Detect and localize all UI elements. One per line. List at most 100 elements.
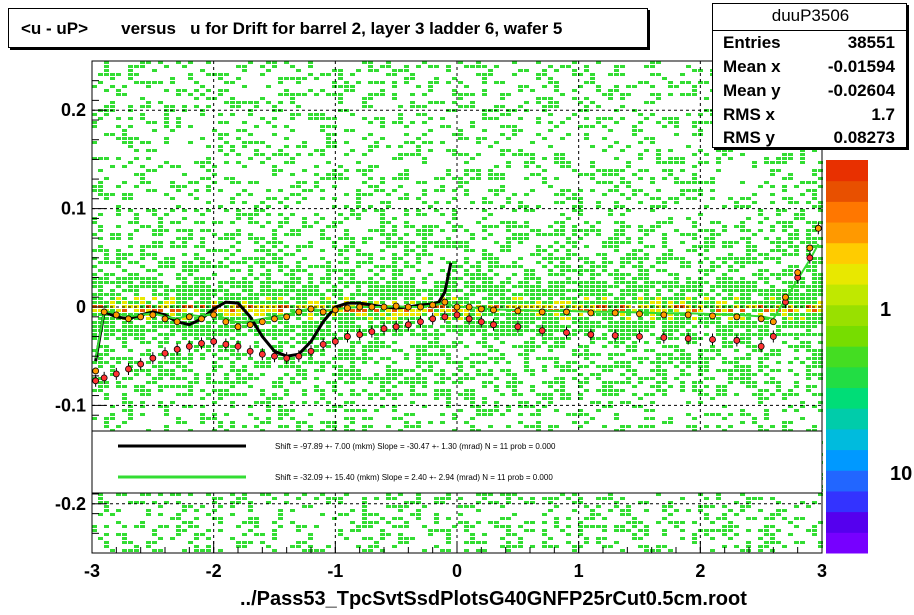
heatmap-cell xyxy=(116,93,121,96)
heatmap-cell xyxy=(608,317,613,320)
heatmap-cell xyxy=(272,253,277,256)
heatmap-cell xyxy=(140,97,145,100)
heatmap-cell xyxy=(530,229,535,232)
heatmap-cell xyxy=(182,333,187,336)
heatmap-cell xyxy=(416,361,421,364)
heatmap-cell xyxy=(392,69,397,72)
heatmap-cell xyxy=(398,309,403,312)
heatmap-cell xyxy=(566,393,571,396)
heatmap-cell xyxy=(146,393,151,396)
heatmap-cell xyxy=(296,529,301,532)
heatmap-cell xyxy=(134,65,139,68)
heatmap-cell xyxy=(170,333,175,336)
heatmap-cell xyxy=(218,529,223,532)
heatmap-cell xyxy=(116,337,121,340)
heatmap-cell xyxy=(536,325,541,328)
heatmap-cell xyxy=(668,309,673,312)
heatmap-cell xyxy=(674,273,679,276)
heatmap-cell xyxy=(422,525,427,528)
heatmap-cell xyxy=(422,249,427,252)
heatmap-cell xyxy=(704,533,709,536)
heatmap-cell xyxy=(662,317,667,320)
heatmap-cell xyxy=(536,277,541,280)
heatmap-cell xyxy=(596,121,601,124)
heatmap-cell xyxy=(170,181,175,184)
heatmap-cell xyxy=(524,317,529,320)
heatmap-cell xyxy=(128,313,133,316)
heatmap-cell xyxy=(518,329,523,332)
heatmap-cell xyxy=(116,185,121,188)
heatmap-cell xyxy=(254,221,259,224)
heatmap-cell xyxy=(578,301,583,304)
heatmap-cell xyxy=(122,93,127,96)
heatmap-cell xyxy=(284,293,289,296)
heatmap-cell xyxy=(248,141,253,144)
heatmap-cell xyxy=(644,81,649,84)
heatmap-cell xyxy=(530,313,535,316)
heatmap-cell xyxy=(332,133,337,136)
heatmap-cell xyxy=(416,497,421,500)
heatmap-cell xyxy=(278,381,283,384)
heatmap-cell xyxy=(284,321,289,324)
heatmap-cell xyxy=(368,313,373,316)
heatmap-cell xyxy=(272,301,277,304)
heatmap-cell xyxy=(572,281,577,284)
heatmap-cell xyxy=(404,281,409,284)
heatmap-cell xyxy=(692,177,697,180)
heatmap-cell xyxy=(704,361,709,364)
heatmap-cell xyxy=(512,129,517,132)
heatmap-cell xyxy=(128,401,133,404)
heatmap-cell xyxy=(464,373,469,376)
heatmap-cell xyxy=(704,293,709,296)
heatmap-cell xyxy=(284,281,289,284)
heatmap-cell xyxy=(374,69,379,72)
heatmap-cell xyxy=(458,513,463,516)
heatmap-cell xyxy=(698,189,703,192)
heatmap-cell xyxy=(260,533,265,536)
heatmap-cell xyxy=(608,309,613,312)
heatmap-cell xyxy=(320,189,325,192)
heatmap-cell xyxy=(296,93,301,96)
heatmap-cell xyxy=(548,545,553,548)
heatmap-cell xyxy=(494,401,499,404)
heatmap-cell xyxy=(452,245,457,248)
heatmap-cell xyxy=(272,397,277,400)
heatmap-cell xyxy=(626,145,631,148)
heatmap-cell xyxy=(476,341,481,344)
heatmap-cell xyxy=(410,93,415,96)
heatmap-cell xyxy=(128,237,133,240)
heatmap-cell xyxy=(476,141,481,144)
heatmap-cell xyxy=(242,393,247,396)
heatmap-cell xyxy=(428,149,433,152)
heatmap-cell xyxy=(278,413,283,416)
heatmap-cell xyxy=(206,513,211,516)
heatmap-cell xyxy=(176,313,181,316)
heatmap-cell xyxy=(434,333,439,336)
heatmap-cell xyxy=(224,329,229,332)
heatmap-cell xyxy=(584,321,589,324)
heatmap-cell xyxy=(212,173,217,176)
heatmap-cell xyxy=(98,169,103,172)
heatmap-cell xyxy=(572,233,577,236)
heatmap-cell xyxy=(98,309,103,312)
heatmap-cell xyxy=(188,141,193,144)
heatmap-cell xyxy=(596,105,601,108)
heatmap-cell xyxy=(260,541,265,544)
heatmap-cell xyxy=(572,421,577,424)
heatmap-cell xyxy=(488,297,493,300)
heatmap-cell xyxy=(674,301,679,304)
heatmap-cell xyxy=(716,369,721,372)
heatmap-cell xyxy=(266,397,271,400)
heatmap-cell xyxy=(212,301,217,304)
heatmap-cell xyxy=(494,501,499,504)
heatmap-cell xyxy=(308,113,313,116)
heatmap-cell xyxy=(386,369,391,372)
heatmap-cell xyxy=(98,193,103,196)
heatmap-cell xyxy=(506,301,511,304)
heatmap-cell xyxy=(632,533,637,536)
heatmap-cell xyxy=(662,529,667,532)
heatmap-cell xyxy=(662,517,667,520)
heatmap-cell xyxy=(500,153,505,156)
heatmap-cell xyxy=(428,117,433,120)
heatmap-cell xyxy=(230,237,235,240)
